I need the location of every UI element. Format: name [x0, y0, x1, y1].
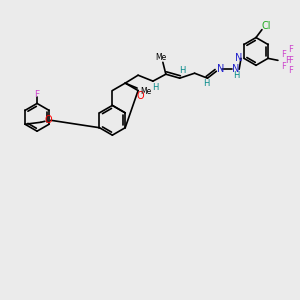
Text: Cl: Cl [261, 21, 271, 31]
Text: H: H [152, 82, 158, 91]
Text: F: F [281, 62, 286, 71]
Text: O: O [44, 115, 52, 125]
Text: F
F
F: F F F [288, 45, 293, 75]
Text: N: N [235, 53, 243, 63]
Text: O: O [136, 91, 144, 100]
Text: Me: Me [140, 87, 151, 96]
Text: H: H [203, 79, 210, 88]
Text: H: H [233, 71, 239, 80]
Text: N: N [232, 64, 240, 74]
Text: F: F [285, 56, 290, 65]
Text: F: F [34, 90, 40, 99]
Text: F: F [281, 50, 286, 59]
Text: H: H [179, 66, 186, 75]
Text: Me: Me [155, 53, 167, 62]
Text: N: N [217, 64, 224, 74]
